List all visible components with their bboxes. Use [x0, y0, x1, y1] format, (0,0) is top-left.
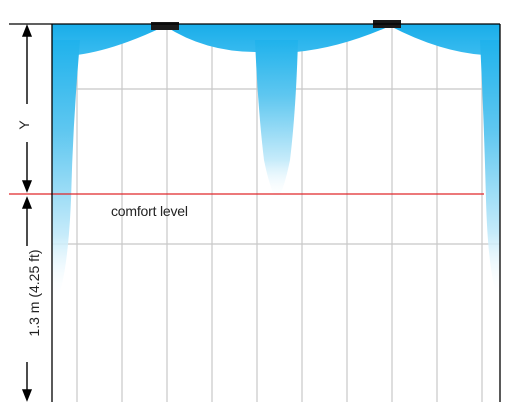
center-jet	[255, 40, 298, 200]
comfort-level-label: comfort level	[111, 203, 188, 219]
comfort-height-label: 1.3 m (4.25 ft)	[26, 249, 42, 337]
arrow-up-down-icon	[21, 24, 33, 402]
upper-dimension-label: Y	[16, 120, 32, 130]
room-frame	[9, 23, 501, 402]
room-grid	[52, 24, 500, 402]
air-jets	[52, 24, 500, 300]
right-wall-jet	[480, 40, 500, 298]
ceiling-diffuser-icon	[151, 22, 179, 30]
left-wall-jet	[52, 40, 80, 300]
